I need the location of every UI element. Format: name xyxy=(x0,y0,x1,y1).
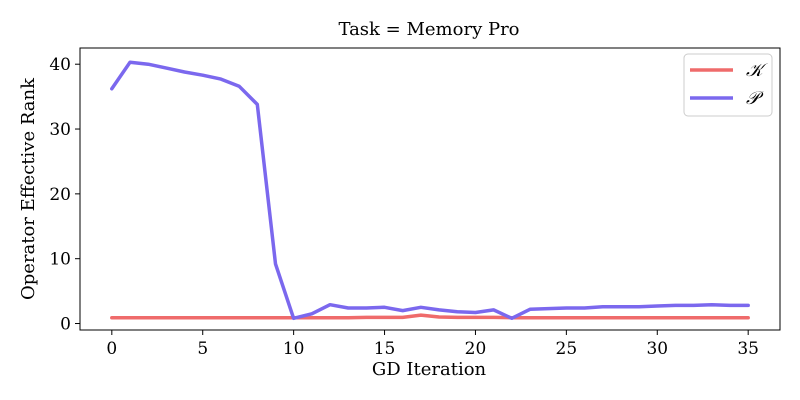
x-tick-label: 10 xyxy=(283,339,305,359)
x-tick-label: 15 xyxy=(374,339,396,359)
legend: 𝒦𝒫 xyxy=(683,53,773,117)
x-axis-label: GD Iteration xyxy=(372,359,487,380)
series-line-1 xyxy=(110,60,750,321)
x-tick-label: 35 xyxy=(737,339,759,359)
y-tick-label: 20 xyxy=(49,185,71,205)
x-tick-label: 20 xyxy=(465,339,487,359)
plot-frame xyxy=(79,47,781,331)
y-tick-label: 30 xyxy=(49,120,71,140)
x-tick-label: 30 xyxy=(646,339,668,359)
y-tick-label: 0 xyxy=(60,315,71,335)
x-tick-label: 0 xyxy=(106,339,117,359)
y-tick-label: 10 xyxy=(49,250,71,270)
x-tick-label: 5 xyxy=(197,339,208,359)
y-ticks: 0 10 20 30 40 xyxy=(49,55,80,335)
series-layer xyxy=(110,60,750,321)
chart-title: Task = Memory Pro xyxy=(338,19,519,40)
series-line-0 xyxy=(110,313,750,320)
y-axis-label: Operator Effective Rank xyxy=(18,77,39,300)
x-tick-label: 25 xyxy=(556,339,578,359)
x-ticks: 0 5 10 15 20 25 30 35 xyxy=(106,330,759,359)
legend-label-0: 𝒦 xyxy=(746,60,768,81)
y-tick-label: 40 xyxy=(49,55,71,75)
